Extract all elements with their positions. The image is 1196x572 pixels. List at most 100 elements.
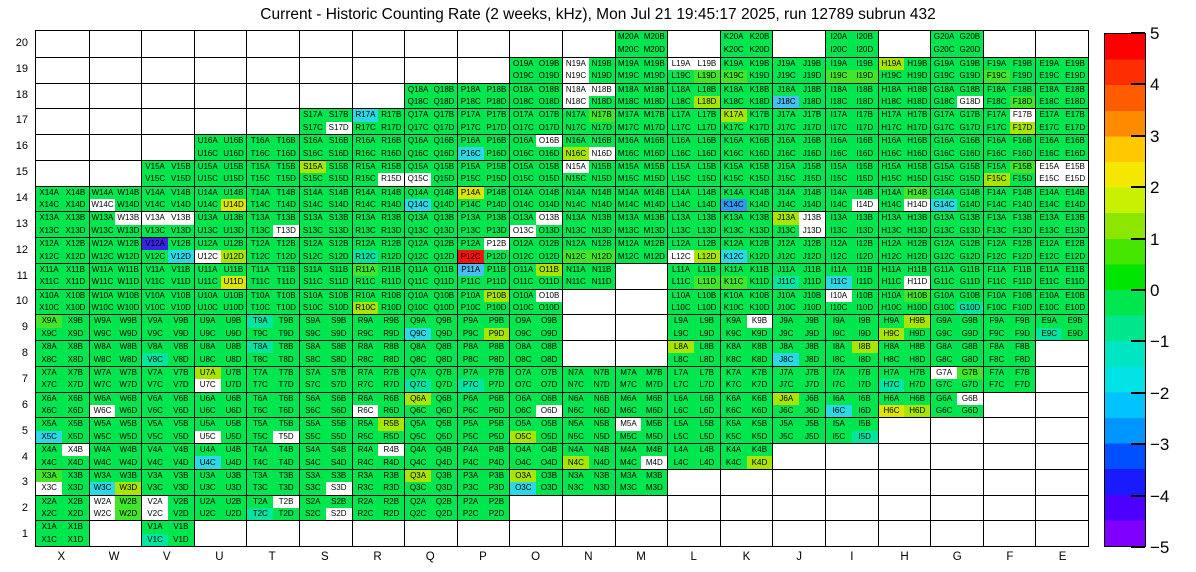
cell-I16: I16A I16B I16C I16D xyxy=(824,134,878,160)
cell-label-H7B: H7B xyxy=(904,366,931,380)
cell-N11: N11A N11B N11C N11D xyxy=(561,262,615,289)
cell-label-W10D: W10D xyxy=(115,301,142,315)
cell-label-Q11B: Q11B xyxy=(430,263,457,277)
cell-label-V2A: V2A xyxy=(142,495,168,508)
cell-V9: V9A V9B V9C V9D xyxy=(141,314,194,340)
cell-label-G11D: G11D xyxy=(956,276,983,289)
cell-label-L17B: L17B xyxy=(693,109,720,122)
cell-label-G18D: G18D xyxy=(956,95,983,109)
cell-M16: M16A M16B M16C M16D xyxy=(614,134,668,160)
cell-label-F15C: F15C xyxy=(983,173,1010,186)
cell-label-L14B: L14B xyxy=(693,186,720,199)
cell-label-V12A: V12A xyxy=(142,238,168,251)
cell-label-F16C: F16C xyxy=(983,147,1010,160)
cell-G13: G13A G13B G13C G13D xyxy=(930,211,983,237)
cell-label-N16C: N16C xyxy=(562,147,589,160)
cell-label-J11B: J11B xyxy=(799,263,825,277)
cell-L4: L4A L4B L4C L4D xyxy=(667,443,720,469)
cell-label-N15C: N15C xyxy=(562,173,589,186)
cell-label-K13C: K13C xyxy=(720,224,747,237)
cell-label-I14C: I14C xyxy=(825,198,852,212)
y-axis-label-18: 18 xyxy=(15,88,28,101)
cell-label-M3D: M3D xyxy=(641,482,668,495)
cell-label-R17A: R17A xyxy=(352,109,379,122)
cell-label-H7A: H7A xyxy=(878,366,905,380)
cell-label-F17A: F17A xyxy=(983,109,1010,122)
cell-label-W9A: W9A xyxy=(89,315,116,328)
cell-label-M19C: M19C xyxy=(615,70,642,83)
cell-label-E19A: E19A xyxy=(1036,57,1063,71)
cell-label-T7C: T7C xyxy=(247,379,274,392)
cell-label-Q4C: Q4C xyxy=(405,456,431,469)
cell-label-Q10D: Q10D xyxy=(430,301,457,315)
cell-label-W9D: W9D xyxy=(115,327,142,340)
colorbar-tick--5 xyxy=(1131,546,1145,548)
cell-label-K19B: K19B xyxy=(746,57,773,71)
cell-label-W2C: W2C xyxy=(89,507,116,521)
cell-label-Q6D: Q6D xyxy=(430,404,457,418)
cell-label-Q4B: Q4B xyxy=(430,444,457,457)
cell-label-K13D: K13D xyxy=(746,224,773,237)
cell-label-Q15B: Q15B xyxy=(430,160,457,174)
cell-J10: J10A J10B J10C J10D xyxy=(772,288,825,315)
cell-label-U11D: U11D xyxy=(220,276,247,289)
cell-label-U9C: U9C xyxy=(194,327,221,340)
cell-label-L8B: L8B xyxy=(693,341,720,354)
cell-label-V14D: V14D xyxy=(167,198,194,212)
cell-label-X8B: X8B xyxy=(62,341,89,354)
cell-label-T5B: T5B xyxy=(273,418,299,431)
cell-label-V2D: V2D xyxy=(167,507,194,521)
cell-G14: G14A G14B G14C G14D xyxy=(930,185,983,212)
cell-T9: T9A T9B T9C T9D xyxy=(246,314,299,340)
cell-label-X14D: X14D xyxy=(62,198,89,212)
cell-label-E11B: E11B xyxy=(1062,263,1088,277)
cell-label-V9D: V9D xyxy=(167,327,194,340)
cell-label-R11B: R11B xyxy=(378,263,405,277)
cell-label-S17C: S17C xyxy=(299,121,326,134)
cell-label-I13B: I13B xyxy=(851,212,878,225)
cell-label-P4B: P4B xyxy=(483,444,510,457)
cell-empty-I3 xyxy=(824,468,878,495)
cell-label-V8B: V8B xyxy=(167,341,194,354)
cell-label-M17C: M17C xyxy=(615,121,642,134)
cell-label-N6C: N6C xyxy=(562,404,589,418)
cell-label-M4A: M4A xyxy=(615,444,642,457)
cell-empty-N10 xyxy=(561,288,615,315)
cell-label-O17A: O17A xyxy=(510,109,537,122)
cell-empty-S20 xyxy=(298,31,352,57)
cell-label-U5C: U5C xyxy=(194,430,221,443)
cell-label-X7B: X7B xyxy=(62,366,89,380)
y-axis-label-11: 11 xyxy=(16,269,28,282)
cell-M7: M7A M7B M7C M7D xyxy=(614,365,668,392)
cell-label-S15B: S15B xyxy=(325,160,352,174)
cell-F17: F17A F17B F17C F17D xyxy=(982,108,1036,134)
cell-label-J10A: J10A xyxy=(773,289,800,302)
cell-label-T4B: T4B xyxy=(273,444,299,457)
cell-label-G7D: G7D xyxy=(956,379,983,392)
cell-label-T7D: T7D xyxy=(273,379,299,392)
cell-H7: H7A H7B H7C H7D xyxy=(877,365,931,392)
cell-empty-M8 xyxy=(614,340,668,366)
cell-label-T3C: T3C xyxy=(247,482,274,495)
cell-label-J5B: J5B xyxy=(799,418,825,431)
cell-label-U7A: U7A xyxy=(194,366,221,380)
cell-empty-U1 xyxy=(193,520,247,546)
cell-V13: V13A V13B V13C V13D xyxy=(141,211,194,237)
cell-label-H8C: H8C xyxy=(878,353,905,366)
cell-label-N3D: N3D xyxy=(588,482,615,495)
cell-label-R4A: R4A xyxy=(352,444,379,457)
cell-label-W14D: W14D xyxy=(115,198,142,212)
cell-label-H18B: H18B xyxy=(904,83,931,96)
cell-label-Q13C: Q13C xyxy=(405,224,431,237)
cell-label-J17B: J17B xyxy=(799,109,825,122)
cell-label-R15A: R15A xyxy=(352,160,379,174)
cell-label-P16A: P16A xyxy=(457,135,484,148)
cell-label-M20A: M20A xyxy=(615,31,642,44)
cell-label-T10C: T10C xyxy=(247,301,274,315)
cell-label-Q9A: Q9A xyxy=(405,315,431,328)
cell-label-W3A: W3A xyxy=(89,469,116,483)
cell-label-U11B: U11B xyxy=(220,263,247,277)
cell-label-O11A: O11A xyxy=(510,263,537,277)
cell-label-O10A: O10A xyxy=(510,289,537,302)
cell-label-X1C: X1C xyxy=(36,533,63,546)
